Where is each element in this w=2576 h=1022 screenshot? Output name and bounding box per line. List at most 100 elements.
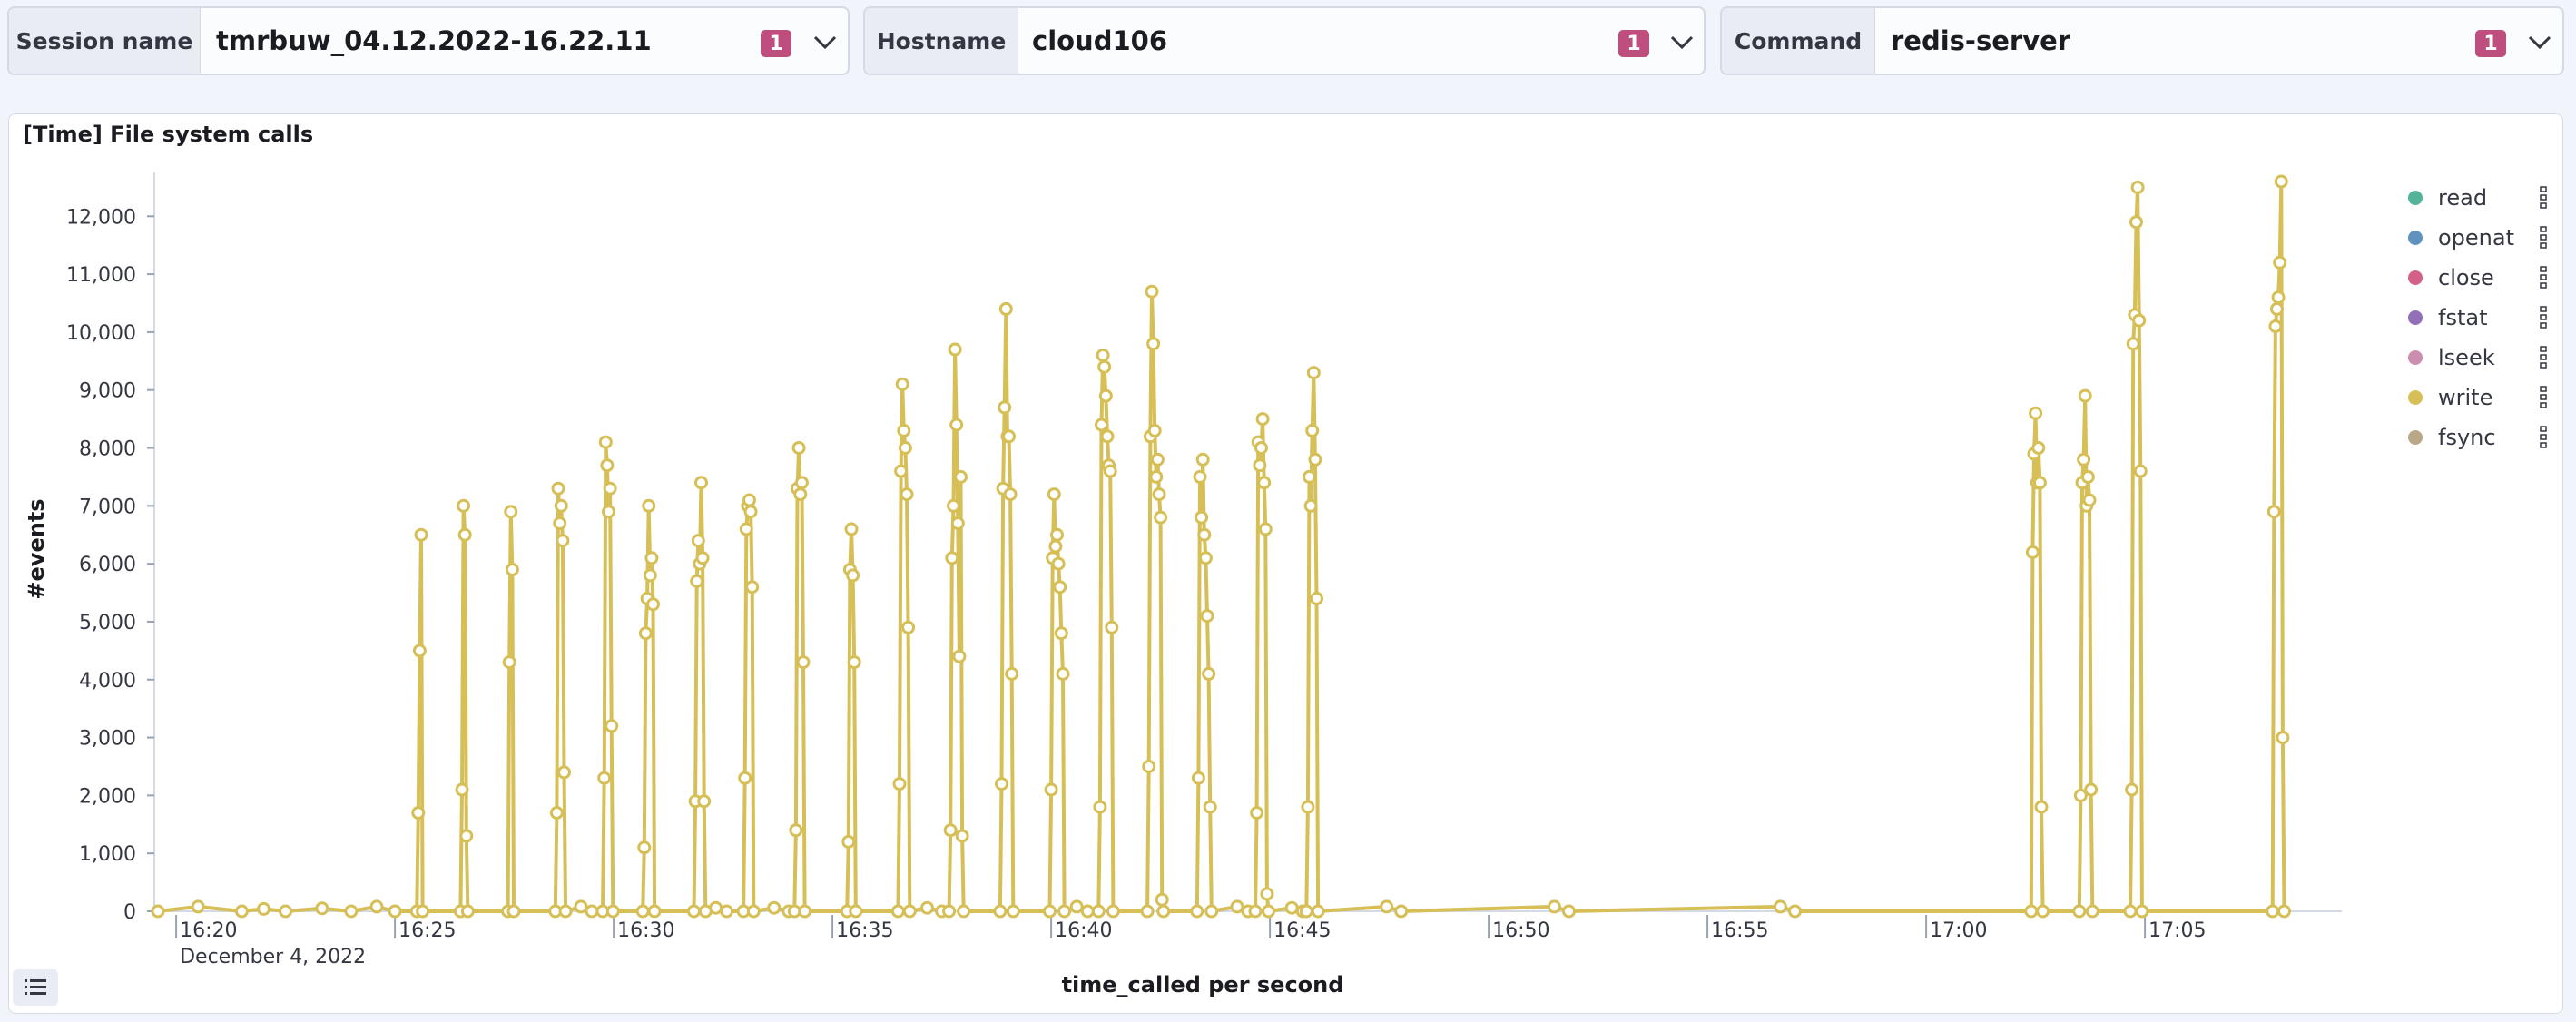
data-point-write[interactable] [1788, 904, 1802, 919]
data-point-write[interactable] [554, 498, 568, 513]
data-point-write[interactable] [1311, 904, 1325, 919]
data-point-write[interactable] [847, 655, 861, 670]
data-point-write[interactable] [1394, 904, 1409, 919]
data-point-write[interactable] [1308, 452, 1322, 467]
data-point-write[interactable] [897, 423, 911, 437]
data-point-write[interactable] [948, 342, 962, 357]
data-point-write[interactable] [2032, 476, 2047, 490]
data-point-write[interactable] [890, 904, 905, 919]
data-point-write[interactable] [846, 568, 860, 583]
data-point-write[interactable] [1095, 418, 1108, 432]
data-point-write[interactable] [1003, 487, 1018, 502]
vertical-dots-icon[interactable] [2540, 186, 2547, 209]
vertical-dots-icon[interactable] [2540, 346, 2547, 369]
data-point-write[interactable] [767, 900, 782, 915]
data-point-write[interactable] [600, 458, 615, 473]
data-point-write[interactable] [1305, 423, 1320, 437]
data-point-write[interactable] [1047, 487, 1061, 502]
data-point-write[interactable] [1093, 800, 1107, 814]
data-point-write[interactable] [793, 487, 808, 502]
data-point-write[interactable] [2025, 545, 2040, 559]
data-point-write[interactable] [551, 481, 565, 496]
data-point-write[interactable] [597, 771, 612, 785]
data-point-write[interactable] [950, 516, 965, 530]
data-point-write[interactable] [1156, 904, 1171, 919]
data-point-write[interactable] [691, 534, 705, 548]
data-point-write[interactable] [2135, 904, 2149, 919]
data-point-write[interactable] [1380, 899, 1394, 914]
data-point-write[interactable] [794, 476, 809, 490]
data-point-write[interactable] [2034, 800, 2049, 814]
command-value[interactable]: redis-server [1891, 25, 2071, 56]
data-point-write[interactable] [344, 904, 359, 919]
data-point-write[interactable] [504, 505, 518, 519]
data-point-write[interactable] [1262, 904, 1275, 919]
data-point-write[interactable] [412, 644, 427, 658]
data-point-write[interactable] [1098, 388, 1113, 403]
data-point-write[interactable] [1145, 284, 1159, 299]
data-point-write[interactable] [1105, 620, 1119, 634]
data-point-write[interactable] [791, 441, 806, 455]
data-point-write[interactable] [151, 904, 165, 919]
data-point-write[interactable] [1080, 904, 1095, 919]
data-point-write[interactable] [1562, 904, 1576, 919]
data-point-write[interactable] [279, 904, 293, 919]
data-point-write[interactable] [1147, 423, 1162, 437]
data-point-write[interactable] [505, 563, 519, 576]
data-point-write[interactable] [2276, 731, 2290, 745]
data-point-write[interactable] [1198, 551, 1213, 565]
data-point-write[interactable] [602, 505, 615, 519]
data-point-write[interactable] [2125, 782, 2139, 797]
data-point-write[interactable] [942, 904, 957, 919]
data-point-write[interactable] [902, 904, 917, 919]
data-point-write[interactable] [2080, 469, 2095, 484]
data-point-write[interactable] [746, 904, 761, 919]
data-point-write[interactable] [315, 901, 329, 916]
data-point-write[interactable] [1152, 487, 1166, 502]
data-point-write[interactable] [895, 377, 909, 391]
data-point-write[interactable] [1255, 412, 1270, 427]
data-point-write[interactable] [900, 487, 914, 502]
data-point-write[interactable] [1146, 337, 1161, 351]
data-point-write[interactable] [995, 777, 1008, 791]
data-point-write[interactable] [2072, 904, 2087, 919]
data-point-write[interactable] [411, 806, 426, 820]
data-point-write[interactable] [1056, 666, 1070, 681]
chevron-down-icon[interactable] [1670, 34, 1694, 52]
data-point-write[interactable] [1258, 522, 1273, 536]
data-point-write[interactable] [690, 574, 704, 588]
data-point-write[interactable] [558, 904, 573, 919]
data-point-write[interactable] [557, 765, 571, 780]
data-point-write[interactable] [697, 794, 712, 809]
data-point-write[interactable] [687, 904, 701, 919]
data-point-write[interactable] [1096, 348, 1110, 362]
data-point-write[interactable] [1051, 556, 1066, 571]
data-point-write[interactable] [553, 516, 567, 530]
data-point-write[interactable] [257, 901, 270, 916]
data-point-write[interactable] [1006, 904, 1020, 919]
data-point-write[interactable] [2085, 904, 2099, 919]
data-point-write[interactable] [637, 840, 652, 855]
data-point-write[interactable] [957, 904, 971, 919]
data-point-write[interactable] [1097, 359, 1112, 374]
data-point-write[interactable] [556, 534, 570, 548]
data-point-write[interactable] [457, 527, 472, 542]
data-point-write[interactable] [743, 505, 758, 519]
data-point-write[interactable] [502, 655, 516, 670]
data-point-write[interactable] [1230, 899, 1244, 914]
data-point-write[interactable] [2266, 505, 2281, 519]
data-point-write[interactable] [1202, 666, 1216, 681]
data-point-write[interactable] [414, 527, 428, 542]
data-point-write[interactable] [1253, 458, 1267, 473]
data-point-write[interactable] [191, 899, 205, 914]
data-point-write[interactable] [695, 551, 710, 565]
data-point-write[interactable] [460, 904, 475, 919]
data-point-write[interactable] [1299, 904, 1313, 919]
hostname-value[interactable]: cloud106 [1032, 25, 1167, 56]
legend-item-fstat[interactable]: fstat [2408, 305, 2547, 330]
data-point-write[interactable] [894, 464, 909, 478]
data-point-write[interactable] [638, 626, 653, 641]
vertical-dots-icon[interactable] [2540, 426, 2547, 448]
data-point-write[interactable] [1250, 806, 1264, 820]
data-point-write[interactable] [1203, 800, 1217, 814]
